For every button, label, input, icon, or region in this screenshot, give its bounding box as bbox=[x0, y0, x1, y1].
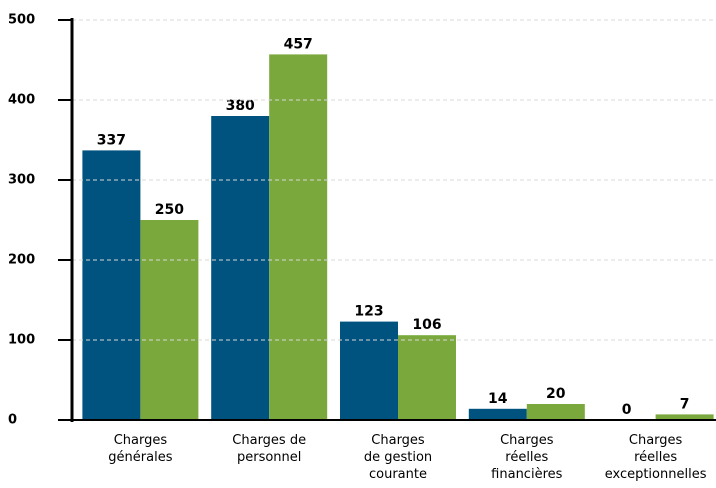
value-label: 0 bbox=[622, 402, 632, 418]
y-tick-label: 0 bbox=[8, 413, 17, 428]
value-label: 380 bbox=[226, 98, 255, 114]
bar bbox=[82, 150, 141, 420]
value-label: 337 bbox=[97, 132, 126, 148]
y-tick-label: 200 bbox=[8, 253, 35, 268]
bar bbox=[340, 321, 398, 420]
value-label: 123 bbox=[354, 304, 383, 320]
bar bbox=[269, 54, 328, 421]
y-tick-label: 100 bbox=[8, 333, 35, 348]
value-label: 457 bbox=[284, 36, 313, 52]
value-label: 20 bbox=[546, 386, 566, 402]
x-tick-label: Charges générales bbox=[108, 433, 172, 465]
x-tick-label: Charges réelles financières bbox=[491, 433, 562, 482]
bar bbox=[468, 408, 527, 420]
value-label: 7 bbox=[680, 396, 690, 412]
bar bbox=[140, 220, 199, 420]
y-tick-label: 300 bbox=[8, 173, 35, 188]
x-tick-label: Charges réelles exceptionnelles bbox=[605, 433, 707, 482]
bar bbox=[211, 116, 270, 420]
bar bbox=[655, 414, 714, 420]
value-label: 106 bbox=[412, 317, 441, 333]
value-label: 250 bbox=[155, 202, 184, 218]
x-tick-label: Charges de personnel bbox=[232, 433, 306, 465]
bar bbox=[398, 335, 456, 420]
y-tick-label: 400 bbox=[8, 93, 35, 108]
x-tick-label: Charges de gestion courante bbox=[364, 433, 432, 482]
y-tick-label: 500 bbox=[8, 13, 35, 28]
value-label: 14 bbox=[488, 391, 508, 407]
bar bbox=[526, 404, 585, 420]
